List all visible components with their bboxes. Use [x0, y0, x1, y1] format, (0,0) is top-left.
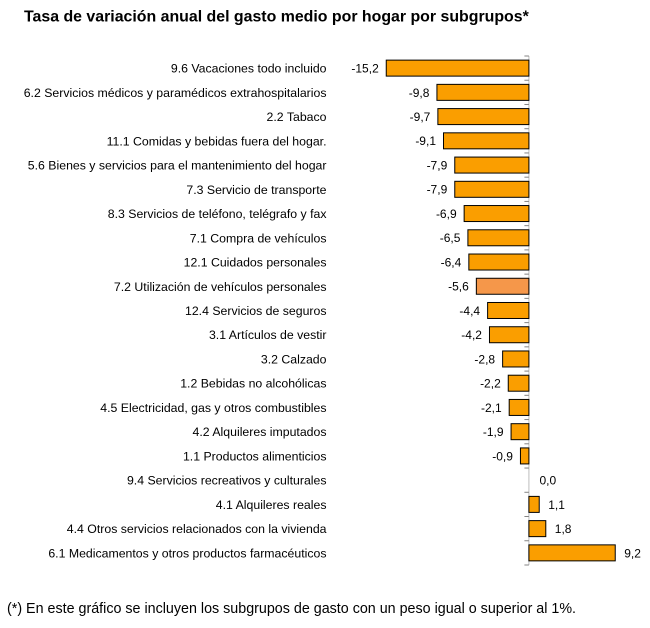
svg-text:-6,5: -6,5: [440, 231, 461, 245]
svg-text:(*) En este gráfico se incluye: (*) En este gráfico se incluyen los subg…: [7, 601, 576, 617]
svg-text:-2,8: -2,8: [474, 352, 495, 366]
svg-text:-2,2: -2,2: [480, 377, 501, 391]
svg-text:12.1 Cuidados personales: 12.1 Cuidados personales: [184, 256, 327, 270]
svg-text:-4,4: -4,4: [459, 304, 480, 318]
svg-text:1,1: 1,1: [548, 498, 565, 512]
svg-text:3.2 Calzado: 3.2 Calzado: [261, 352, 327, 366]
svg-text:1,8: 1,8: [555, 522, 572, 536]
svg-text:-1,9: -1,9: [483, 425, 504, 439]
svg-text:-6,9: -6,9: [436, 207, 457, 221]
svg-text:0,0: 0,0: [540, 474, 557, 488]
svg-text:-7,9: -7,9: [427, 158, 448, 172]
svg-text:11.1 Comidas y bebidas fuera d: 11.1 Comidas y bebidas fuera del hogar.: [107, 134, 327, 148]
svg-text:7.1 Compra de vehículos: 7.1 Compra de vehículos: [190, 231, 327, 245]
svg-text:4.4 Otros servicios relacionad: 4.4 Otros servicios relacionados con la …: [67, 522, 327, 536]
svg-text:-7,9: -7,9: [427, 183, 448, 197]
svg-text:4.5 Electricidad, gas y otros: 4.5 Electricidad, gas y otros combustibl…: [100, 401, 326, 415]
svg-text:1.2 Bebidas no alcohólicas: 1.2 Bebidas no alcohólicas: [180, 377, 326, 391]
svg-text:9.4 Servicios recreativos y cu: 9.4 Servicios recreativos y culturales: [127, 474, 327, 488]
svg-text:-6,4: -6,4: [441, 255, 462, 269]
svg-text:-4,2: -4,2: [461, 328, 482, 342]
svg-text:12.4 Servicios de seguros: 12.4 Servicios de seguros: [185, 304, 327, 318]
svg-text:7.3 Servicio de transporte: 7.3 Servicio de transporte: [186, 183, 326, 197]
svg-text:4.1 Alquileres reales: 4.1 Alquileres reales: [216, 498, 327, 512]
svg-text:4.2 Alquileres imputados: 4.2 Alquileres imputados: [193, 425, 327, 439]
svg-text:5.6 Bienes y servicios para el: 5.6 Bienes y servicios para el mantenimi…: [28, 159, 327, 173]
svg-text:2.2 Tabaco: 2.2 Tabaco: [267, 110, 327, 124]
svg-text:Tasa de variación anual del ga: Tasa de variación anual del gasto medio …: [24, 9, 530, 26]
svg-text:-9,7: -9,7: [410, 110, 431, 124]
svg-text:-9,8: -9,8: [409, 86, 430, 100]
svg-text:3.1 Artículos de vestir: 3.1 Artículos de vestir: [209, 328, 327, 342]
svg-text:8.3 Servicios de teléfono, tel: 8.3 Servicios de teléfono, telégrafo y f…: [108, 207, 328, 221]
svg-text:-0,9: -0,9: [492, 449, 513, 463]
svg-text:-2,1: -2,1: [481, 401, 502, 415]
svg-text:-15,2: -15,2: [351, 62, 379, 76]
svg-text:1.1 Productos alimenticios: 1.1 Productos alimenticios: [183, 449, 327, 463]
svg-text:9.6 Vacaciones todo incluido: 9.6 Vacaciones todo incluido: [171, 62, 327, 76]
svg-text:9,2: 9,2: [624, 546, 641, 560]
svg-text:-9,1: -9,1: [415, 134, 436, 148]
svg-text:6.1 Medicamentos y otros produ: 6.1 Medicamentos y otros productos farma…: [48, 546, 326, 560]
svg-text:6.2 Servicios médicos y paramé: 6.2 Servicios médicos y paramédicos extr…: [24, 86, 327, 100]
svg-text:-5,6: -5,6: [448, 280, 469, 294]
svg-text:7.2 Utilización de vehículos p: 7.2 Utilización de vehículos personales: [114, 280, 327, 294]
